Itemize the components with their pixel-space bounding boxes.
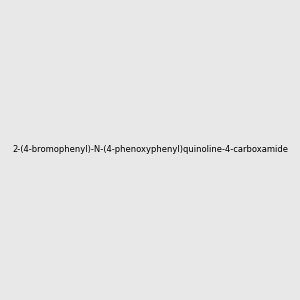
Text: 2-(4-bromophenyl)-N-(4-phenoxyphenyl)quinoline-4-carboxamide: 2-(4-bromophenyl)-N-(4-phenoxyphenyl)qui… <box>12 146 288 154</box>
